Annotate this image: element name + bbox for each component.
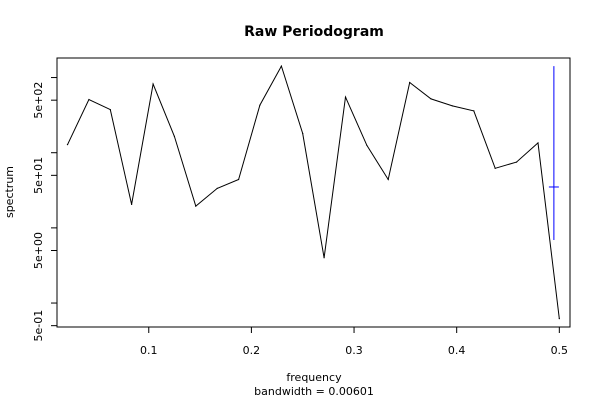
data-point — [473, 110, 475, 112]
y-tick-label-6: 5e+02 — [32, 82, 45, 119]
data-point — [302, 132, 304, 135]
data-point — [66, 144, 69, 146]
data-point — [323, 257, 325, 259]
data-point — [131, 203, 133, 206]
data-point — [109, 108, 111, 111]
y-axis-label: spectrum — [3, 166, 16, 218]
data-point — [387, 178, 389, 181]
data-point — [366, 144, 368, 147]
data-point — [280, 65, 282, 67]
y-tick-label-0: 5e-01 — [32, 310, 45, 342]
data-point — [173, 135, 176, 137]
data-point — [537, 142, 539, 144]
data-point — [88, 98, 90, 101]
data-point — [344, 96, 347, 98]
data-point — [152, 83, 154, 85]
x-tick-label-3: 0.4 — [448, 344, 466, 357]
bandwidth-marker — [548, 66, 559, 240]
x-axis-label: frequency — [286, 371, 342, 384]
x-tick-label-4: 0.5 — [551, 344, 569, 357]
data-point — [195, 205, 197, 207]
data-point — [430, 98, 432, 100]
x-tick-label-2: 0.3 — [345, 344, 363, 357]
series-line-0 — [67, 64, 560, 319]
x-tick-label-0: 0.1 — [140, 344, 158, 357]
x-axis: 0.1 0.2 0.3 0.4 0.5 — [140, 327, 568, 357]
data-point — [409, 81, 411, 84]
y-axis: 5e-01 5e+00 5e+01 5e+02 — [32, 77, 57, 342]
data-point — [451, 105, 453, 107]
data-point — [216, 187, 218, 190]
series-layer — [66, 64, 560, 320]
data-point — [259, 104, 261, 106]
data-point — [237, 178, 240, 181]
chart-title: Raw Periodogram — [244, 24, 384, 40]
data-point — [494, 167, 496, 169]
data-point — [515, 161, 518, 163]
y-tick-label-4: 5e+01 — [32, 157, 45, 194]
plot-frame — [56, 57, 571, 328]
bandwidth-label: bandwidth = 0.00601 — [254, 385, 374, 398]
data-point — [558, 318, 560, 320]
y-tick-label-2: 5e+00 — [32, 232, 45, 269]
x-tick-label-1: 0.2 — [243, 344, 261, 357]
